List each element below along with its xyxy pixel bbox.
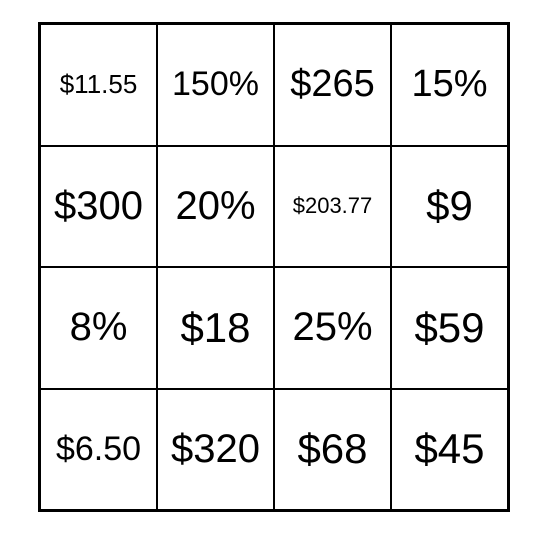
bingo-cell: $203.77 — [274, 146, 391, 268]
bingo-cell: $320 — [157, 389, 274, 511]
bingo-cell: 15% — [391, 24, 508, 146]
cell-value: $320 — [171, 427, 260, 472]
bingo-cell: $68 — [274, 389, 391, 511]
bingo-cell: $300 — [40, 146, 157, 268]
bingo-cell: $11.55 — [40, 24, 157, 146]
cell-value: 20% — [175, 184, 255, 229]
cell-value: $11.55 — [60, 69, 138, 100]
cell-value: $6.50 — [56, 430, 141, 469]
bingo-grid: $11.55 150% $265 15% $300 20% $203.77 $9… — [38, 22, 510, 512]
cell-value: $68 — [297, 425, 367, 473]
bingo-cell: $9 — [391, 146, 508, 268]
cell-value: $59 — [414, 304, 484, 352]
cell-value: $300 — [54, 184, 143, 229]
bingo-cell: 8% — [40, 267, 157, 389]
cell-value: 25% — [292, 305, 372, 350]
bingo-cell: 20% — [157, 146, 274, 268]
cell-value: $45 — [414, 425, 484, 473]
bingo-cell: 25% — [274, 267, 391, 389]
cell-value: $203.77 — [293, 193, 373, 219]
bingo-cell: $59 — [391, 267, 508, 389]
bingo-cell: $265 — [274, 24, 391, 146]
cell-value: $18 — [180, 304, 250, 352]
cell-value: 150% — [172, 65, 259, 104]
cell-value: $9 — [426, 182, 473, 230]
bingo-cell: $18 — [157, 267, 274, 389]
bingo-cell: 150% — [157, 24, 274, 146]
cell-value: 15% — [411, 63, 487, 106]
bingo-cell: $45 — [391, 389, 508, 511]
cell-value: $265 — [290, 63, 375, 106]
cell-value: 8% — [70, 305, 128, 350]
bingo-cell: $6.50 — [40, 389, 157, 511]
